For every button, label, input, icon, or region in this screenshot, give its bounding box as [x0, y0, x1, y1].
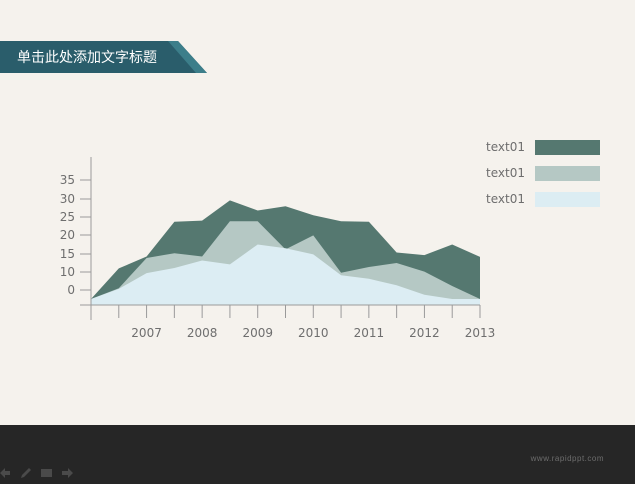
- next-arrow-icon[interactable]: [62, 467, 73, 479]
- area-series-3: [91, 244, 480, 305]
- title-banner: [0, 41, 207, 73]
- x-axis-ticks: 2007 2008 2009 2010 2011 2012 2013: [90, 305, 496, 340]
- y-tick-label: 0: [67, 283, 75, 297]
- x-tick-label: 2011: [354, 326, 385, 340]
- watermark-text: www.rapidppt.com: [530, 454, 604, 463]
- x-tick-label: 2013: [465, 326, 496, 340]
- slide-title[interactable]: 单击此处添加文字标题: [17, 50, 157, 66]
- x-tick-label: 2012: [409, 326, 440, 340]
- menu-icon[interactable]: [41, 467, 52, 479]
- legend-swatch: [535, 140, 600, 155]
- chart-legend: text01 text01 text01: [486, 140, 600, 207]
- y-tick-label: 30: [60, 192, 75, 206]
- legend-swatch: [535, 166, 600, 181]
- legend-label: text01: [486, 192, 525, 206]
- x-tick-label: 2007: [131, 326, 162, 340]
- y-tick-label: 20: [60, 228, 75, 242]
- y-axis-ticks: 0 10 15 20 25 30 35: [60, 173, 91, 297]
- x-tick-label: 2009: [242, 326, 273, 340]
- legend-label: text01: [486, 166, 525, 180]
- y-tick-label: 10: [60, 265, 75, 279]
- pen-icon[interactable]: [20, 467, 32, 479]
- slide: 单击此处添加文字标题 0 10 15 20 25 30 35 2007 2008 2009 201…: [0, 41, 600, 340]
- chart-areas: [91, 200, 480, 305]
- y-tick-label: 15: [60, 247, 75, 261]
- footer-bar: www.rapidppt.com: [0, 425, 635, 484]
- legend-swatch: [535, 192, 600, 207]
- previous-arrow-icon[interactable]: [0, 467, 10, 479]
- y-tick-label: 35: [60, 173, 75, 187]
- x-tick-label: 2010: [298, 326, 329, 340]
- legend-label: text01: [486, 140, 525, 154]
- x-tick-label: 2008: [187, 326, 218, 340]
- y-tick-label: 25: [60, 210, 75, 224]
